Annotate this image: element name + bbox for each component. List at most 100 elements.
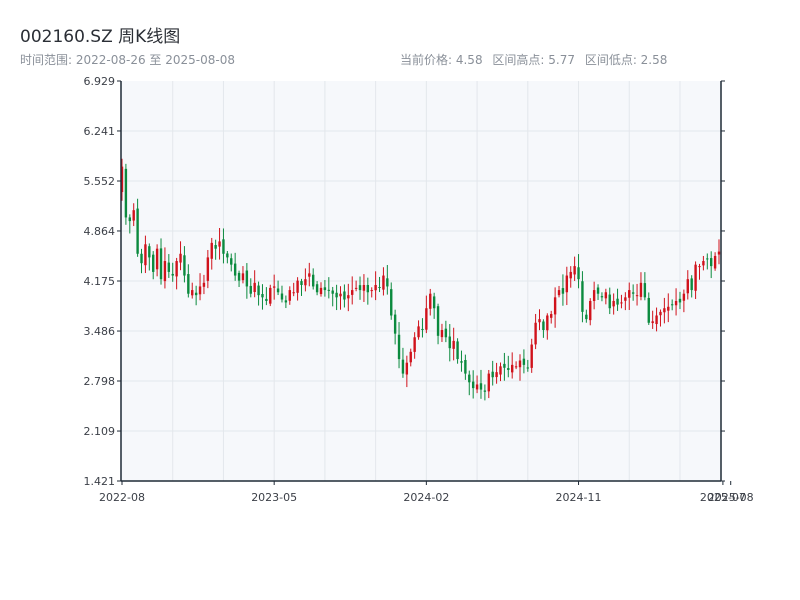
candle-body	[655, 315, 658, 325]
candle-body	[553, 297, 557, 315]
candle	[331, 286, 334, 307]
candle	[667, 293, 670, 323]
candle	[717, 239, 721, 265]
candle-body	[237, 272, 241, 281]
candle	[175, 257, 178, 290]
candle-body	[288, 290, 291, 301]
candle	[444, 320, 448, 343]
candle-body	[698, 266, 701, 268]
candle	[323, 280, 327, 297]
candle-body	[378, 287, 381, 289]
candle	[315, 281, 319, 296]
candle-body	[510, 364, 514, 373]
candle-body	[390, 289, 393, 316]
candle-body	[546, 315, 549, 331]
candle	[589, 298, 592, 326]
candle-body	[600, 296, 604, 298]
candle-body	[358, 285, 362, 291]
candle-body	[304, 279, 307, 286]
candle-body	[233, 263, 237, 276]
candle	[167, 254, 171, 278]
candle-body	[120, 166, 124, 193]
candle	[241, 266, 245, 284]
y-tick-label: 3.486	[84, 325, 116, 338]
candle-body	[124, 168, 128, 218]
candle-body	[651, 321, 654, 324]
candle	[686, 270, 689, 300]
candle	[187, 264, 190, 298]
candle	[214, 239, 217, 260]
candle	[471, 370, 475, 399]
candle-body	[686, 279, 689, 294]
candle-body	[682, 293, 686, 301]
candle-body	[444, 328, 448, 338]
candle-body	[495, 372, 498, 378]
y-tick-label: 2.109	[84, 425, 116, 438]
candle-body	[409, 351, 412, 363]
x-tick-label: 2025-07	[700, 491, 746, 504]
range-low: 区间低点: 2.58	[584, 53, 668, 67]
candle	[432, 292, 436, 319]
candle	[397, 322, 401, 369]
candle	[354, 280, 358, 292]
candle	[132, 203, 135, 227]
candle-body	[659, 311, 662, 316]
candle	[202, 274, 206, 295]
candle	[401, 347, 405, 378]
candle-body	[194, 292, 198, 296]
candle	[245, 263, 249, 299]
candle	[569, 266, 572, 288]
candle-body	[128, 217, 132, 222]
candle	[311, 268, 315, 290]
candle	[429, 288, 432, 316]
candle	[362, 274, 366, 302]
candle	[573, 256, 576, 281]
candle	[296, 277, 299, 301]
candle-body	[620, 302, 623, 304]
candle	[612, 293, 615, 315]
chart-title: 002160.SZ 周K线图	[20, 27, 181, 47]
candle	[304, 268, 307, 292]
candle	[351, 276, 354, 305]
candle-body	[319, 287, 323, 295]
candle	[565, 266, 569, 306]
candle	[378, 276, 381, 293]
y-tick-label: 6.929	[84, 75, 116, 88]
candle-body	[456, 341, 459, 360]
candle	[608, 287, 611, 315]
candle-body	[311, 274, 315, 287]
candle-body	[717, 251, 721, 255]
candle	[222, 228, 225, 264]
candle-body	[507, 368, 510, 370]
candle	[628, 282, 631, 310]
candle	[366, 277, 370, 305]
candle	[226, 250, 229, 264]
current-price: 当前价格: 4.58	[400, 53, 483, 67]
candle-body	[702, 261, 705, 266]
candle-body	[479, 383, 483, 390]
candle	[191, 282, 194, 299]
candle	[233, 252, 237, 281]
candle-body	[218, 241, 221, 247]
candle	[413, 332, 416, 359]
candle-body	[452, 340, 455, 349]
candle-body	[643, 283, 647, 298]
candle-body	[706, 258, 709, 260]
candle-body	[315, 284, 319, 293]
candle	[468, 370, 471, 396]
candle	[503, 352, 506, 381]
candle	[292, 282, 295, 297]
candle-body	[163, 261, 167, 282]
candle-body	[550, 314, 553, 318]
candle-body	[206, 257, 210, 281]
candle-body	[370, 290, 373, 292]
candle-body	[503, 363, 506, 368]
candle	[183, 246, 186, 283]
candle	[702, 255, 705, 271]
candle	[674, 288, 678, 316]
candle	[670, 299, 674, 311]
candle	[405, 355, 409, 388]
candle-body	[253, 282, 256, 293]
candle-body	[210, 242, 213, 259]
candle	[159, 238, 163, 285]
